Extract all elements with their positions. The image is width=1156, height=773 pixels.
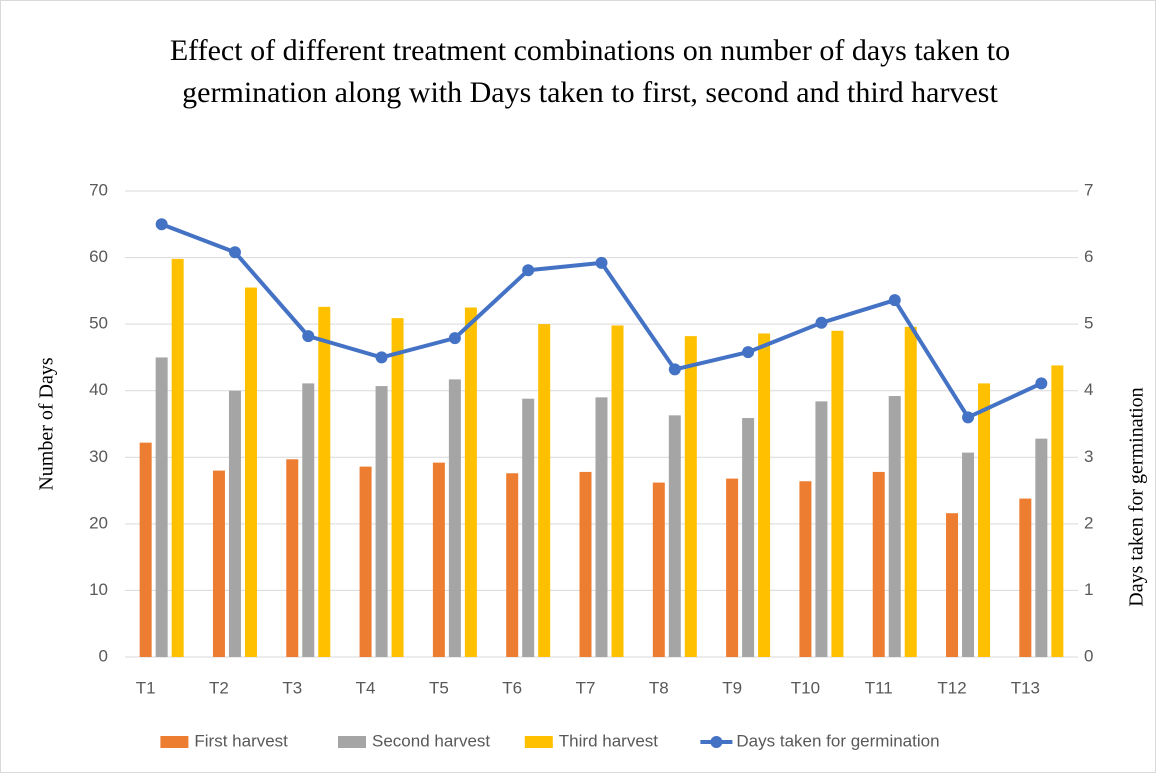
legend-marker — [710, 736, 723, 748]
y2-tick-label: 2 — [1084, 513, 1093, 532]
x-tick-label: T8 — [649, 678, 669, 697]
bar — [302, 383, 315, 657]
y2-tick-label: 0 — [1084, 646, 1093, 665]
bar — [171, 258, 184, 657]
line-marker — [595, 256, 608, 269]
x-tick-label: T12 — [937, 678, 966, 697]
line-marker — [815, 316, 828, 329]
y-axis-label: Number of Days — [36, 357, 58, 491]
y2-tick-label: 3 — [1084, 447, 1093, 466]
line-marker — [668, 363, 681, 376]
line-marker — [375, 351, 388, 364]
y2-tick-label: 1 — [1084, 580, 1093, 599]
x-tick-label: T5 — [429, 678, 449, 697]
bar — [1051, 365, 1064, 657]
bar — [831, 330, 844, 657]
legend-swatch — [160, 736, 189, 748]
bar — [758, 333, 771, 657]
bar — [652, 482, 665, 657]
bar — [391, 318, 404, 657]
bar — [726, 478, 739, 657]
bar — [522, 398, 535, 657]
x-tick-label: T3 — [282, 678, 302, 697]
chart-title: Effect of different treatment combinatio… — [169, 34, 1011, 109]
bar — [464, 307, 477, 657]
y2-axis-label: Days taken for germination — [1126, 387, 1148, 606]
bar — [375, 386, 388, 657]
bar — [318, 306, 331, 657]
line-marker — [742, 346, 755, 359]
x-tick-label: T4 — [356, 678, 376, 697]
bar — [244, 287, 257, 657]
x-tick-label: T9 — [722, 678, 742, 697]
bar — [1035, 438, 1048, 657]
line-marker — [448, 332, 461, 345]
bar — [506, 473, 519, 657]
line-marker — [228, 246, 241, 259]
line-marker — [1035, 377, 1048, 390]
x-tick-label: T11 — [865, 678, 893, 697]
bar — [611, 325, 624, 657]
y-tick-label: 10 — [89, 580, 108, 599]
bar — [538, 324, 551, 657]
line-marker — [962, 411, 975, 424]
legend-label: First harvest — [194, 731, 288, 750]
legend-swatch — [524, 736, 553, 748]
bar — [742, 418, 755, 657]
bar — [668, 415, 681, 657]
bar — [448, 379, 461, 657]
x-tick-label: T7 — [576, 678, 596, 697]
bar — [946, 513, 959, 657]
y-tick-label: 30 — [89, 447, 108, 466]
bar — [228, 390, 241, 657]
bar — [359, 466, 372, 657]
y2-tick-label: 4 — [1084, 380, 1093, 399]
legend-label: Third harvest — [559, 731, 658, 750]
line-marker — [155, 218, 168, 231]
bar — [684, 336, 697, 657]
x-tick-label: T2 — [209, 678, 229, 697]
bar — [799, 481, 812, 657]
legend-label: Second harvest — [372, 731, 490, 750]
x-tick-label: T13 — [1011, 678, 1040, 697]
bar — [1019, 498, 1032, 657]
bar — [978, 383, 991, 657]
y-tick-label: 40 — [89, 380, 108, 399]
y2-tick-label: 6 — [1084, 247, 1093, 266]
line-marker — [302, 330, 315, 343]
bar — [155, 357, 168, 657]
y-tick-label: 20 — [89, 513, 108, 532]
y-tick-label: 60 — [89, 247, 108, 266]
bar — [815, 401, 828, 657]
x-tick-label: T6 — [502, 678, 522, 697]
y-tick-label: 0 — [99, 646, 108, 665]
bar — [212, 470, 225, 657]
y-tick-label: 50 — [89, 314, 108, 333]
bar — [962, 452, 975, 657]
bar — [904, 326, 917, 657]
bar — [888, 396, 901, 657]
y2-tick-label: 5 — [1084, 314, 1093, 333]
bar — [595, 397, 608, 657]
bar — [139, 442, 152, 657]
legend-label: Days taken for germination — [736, 731, 939, 750]
bar — [286, 459, 299, 657]
y2-tick-label: 7 — [1084, 180, 1093, 199]
line-marker — [522, 264, 535, 277]
bar — [579, 471, 592, 657]
bar — [432, 462, 445, 657]
x-tick-label: T10 — [791, 678, 820, 697]
bar — [872, 471, 885, 657]
line-marker — [888, 294, 901, 307]
legend-swatch — [338, 736, 366, 748]
y-tick-label: 70 — [89, 180, 108, 199]
x-tick-label: T1 — [136, 678, 156, 697]
